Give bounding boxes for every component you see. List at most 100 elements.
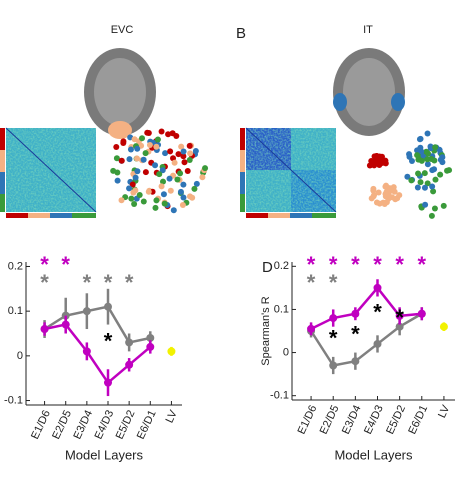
mds-dot — [187, 150, 194, 157]
mds-dot — [161, 200, 168, 207]
x-axis-label: Model Layers — [334, 447, 413, 462]
mds-dot — [142, 150, 149, 157]
mds-dot — [379, 159, 386, 166]
mds-dot — [175, 151, 182, 158]
mds-dot — [439, 154, 446, 161]
x-tick-label: E1/D6 — [296, 403, 320, 436]
y-tick-label: 0.1 — [8, 305, 23, 317]
significance-star: * — [329, 252, 338, 277]
significance-star: * — [40, 252, 49, 277]
mds-dot — [131, 200, 138, 207]
significance-star: * — [125, 270, 134, 295]
mds-dot — [139, 135, 146, 142]
data-point — [125, 338, 134, 347]
mds-dot — [126, 156, 133, 163]
mds-dot — [418, 148, 425, 155]
mds-dot — [180, 148, 187, 155]
y-tick-label: 0.2 — [274, 260, 289, 272]
mds-dot — [375, 189, 382, 196]
mds-dot — [437, 171, 444, 178]
x-tick-label: E6/D1 — [406, 403, 430, 436]
mds-dot — [181, 159, 188, 166]
mds-dot — [174, 176, 181, 183]
mds-dot — [133, 155, 140, 162]
mds-dot — [154, 136, 161, 143]
mds-dot — [430, 188, 437, 195]
mds-dot — [180, 181, 187, 188]
data-point — [307, 324, 316, 333]
series-line — [44, 323, 152, 385]
significance-star: * — [329, 270, 338, 295]
mds-dot — [432, 176, 439, 183]
mds-dot — [431, 166, 438, 173]
mds-dot — [134, 168, 141, 175]
mds-dot — [153, 143, 160, 150]
mds-dot — [184, 167, 191, 174]
mds-dot — [165, 131, 172, 138]
mds-dot — [189, 194, 196, 201]
mds-dot — [126, 185, 133, 192]
x-axis-label: Model Layers — [65, 447, 144, 462]
mds-dot — [421, 184, 428, 191]
mds-dot — [406, 151, 413, 158]
mds-dot — [389, 185, 396, 192]
mds-dot — [159, 167, 166, 174]
significance-star: * — [351, 252, 360, 277]
significance-star: * — [61, 252, 70, 277]
significance-star: * — [104, 328, 113, 353]
data-point — [82, 307, 91, 316]
mds-dot — [170, 207, 177, 214]
mds-dot — [191, 185, 198, 192]
mds-dot — [129, 181, 136, 188]
mds-dot — [369, 159, 376, 166]
data-point — [146, 333, 155, 342]
mds-dot — [145, 188, 152, 195]
mds-dot — [193, 180, 200, 187]
mds-dot — [429, 183, 436, 190]
mds-dot — [408, 177, 415, 184]
mds-dot — [414, 152, 421, 159]
y-tick-label: 0 — [283, 346, 289, 358]
data-point — [329, 361, 338, 370]
mds-dot — [199, 174, 206, 181]
brain-image — [333, 48, 405, 136]
mds-dot — [416, 136, 423, 143]
mds-dot — [167, 148, 174, 155]
brain-title: EVC — [111, 24, 134, 36]
mds-dot — [170, 155, 177, 162]
mds-dot — [431, 205, 438, 212]
mds-dot — [431, 157, 438, 164]
mds-dot — [134, 145, 141, 152]
significance-star: * — [418, 252, 427, 277]
mds-dot — [180, 153, 187, 160]
significance-star: * — [83, 270, 92, 295]
x-tick-label: LV — [436, 403, 452, 420]
mds-dot — [152, 162, 159, 169]
mds-dot — [169, 130, 176, 137]
mds-dot — [132, 174, 139, 181]
data-point — [167, 347, 176, 356]
mds-dot — [432, 144, 439, 151]
mds-dot — [370, 185, 377, 192]
mds-dot — [414, 184, 421, 191]
mds-dot — [118, 197, 125, 204]
data-point — [82, 347, 91, 356]
mds-dot — [177, 188, 184, 195]
data-point — [373, 339, 382, 348]
mds-dot — [127, 146, 134, 153]
mds-dot — [180, 194, 187, 201]
mds-dot — [202, 165, 209, 172]
x-tick-label: E2/D5 — [318, 403, 342, 436]
mds-dot — [424, 180, 431, 187]
y-axis-label: Spearman's R — [260, 296, 272, 365]
mds-dot — [396, 192, 403, 199]
mds-dot — [424, 130, 431, 137]
mds-dot — [131, 136, 138, 143]
mds-dot — [166, 175, 173, 182]
series-line — [310, 312, 423, 367]
data-point — [329, 314, 338, 323]
mds-dot — [136, 191, 143, 198]
significance-star: * — [373, 252, 382, 277]
rdm-matrix — [0, 127, 97, 218]
mds-dot — [177, 170, 184, 177]
